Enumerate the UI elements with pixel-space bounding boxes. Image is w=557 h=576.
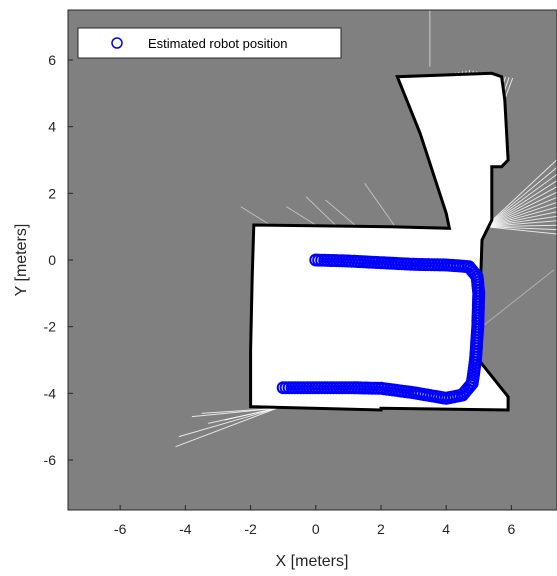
x-tick-label: 6 bbox=[507, 521, 515, 537]
y-tick-label: 0 bbox=[48, 252, 56, 268]
y-tick-label: 4 bbox=[48, 119, 56, 135]
x-axis-label: X [meters] bbox=[276, 553, 349, 570]
legend-label: Estimated robot position bbox=[148, 36, 287, 51]
x-tick-label: 0 bbox=[312, 521, 320, 537]
y-axis-label: Y [meters] bbox=[13, 224, 30, 297]
legend: Estimated robot position bbox=[78, 28, 341, 58]
y-tick-label: -2 bbox=[44, 319, 57, 335]
y-tick-label: 6 bbox=[48, 52, 56, 68]
x-tick-label: 4 bbox=[442, 521, 450, 537]
y-tick-label: -6 bbox=[44, 452, 57, 468]
x-tick-label: -6 bbox=[114, 521, 127, 537]
x-tick-label: -2 bbox=[244, 521, 257, 537]
x-tick-label: 2 bbox=[377, 521, 385, 537]
map-area bbox=[68, 10, 557, 510]
x-tick-label: -4 bbox=[179, 521, 192, 537]
y-tick-label: 2 bbox=[48, 185, 56, 201]
y-tick-label: -4 bbox=[44, 385, 57, 401]
